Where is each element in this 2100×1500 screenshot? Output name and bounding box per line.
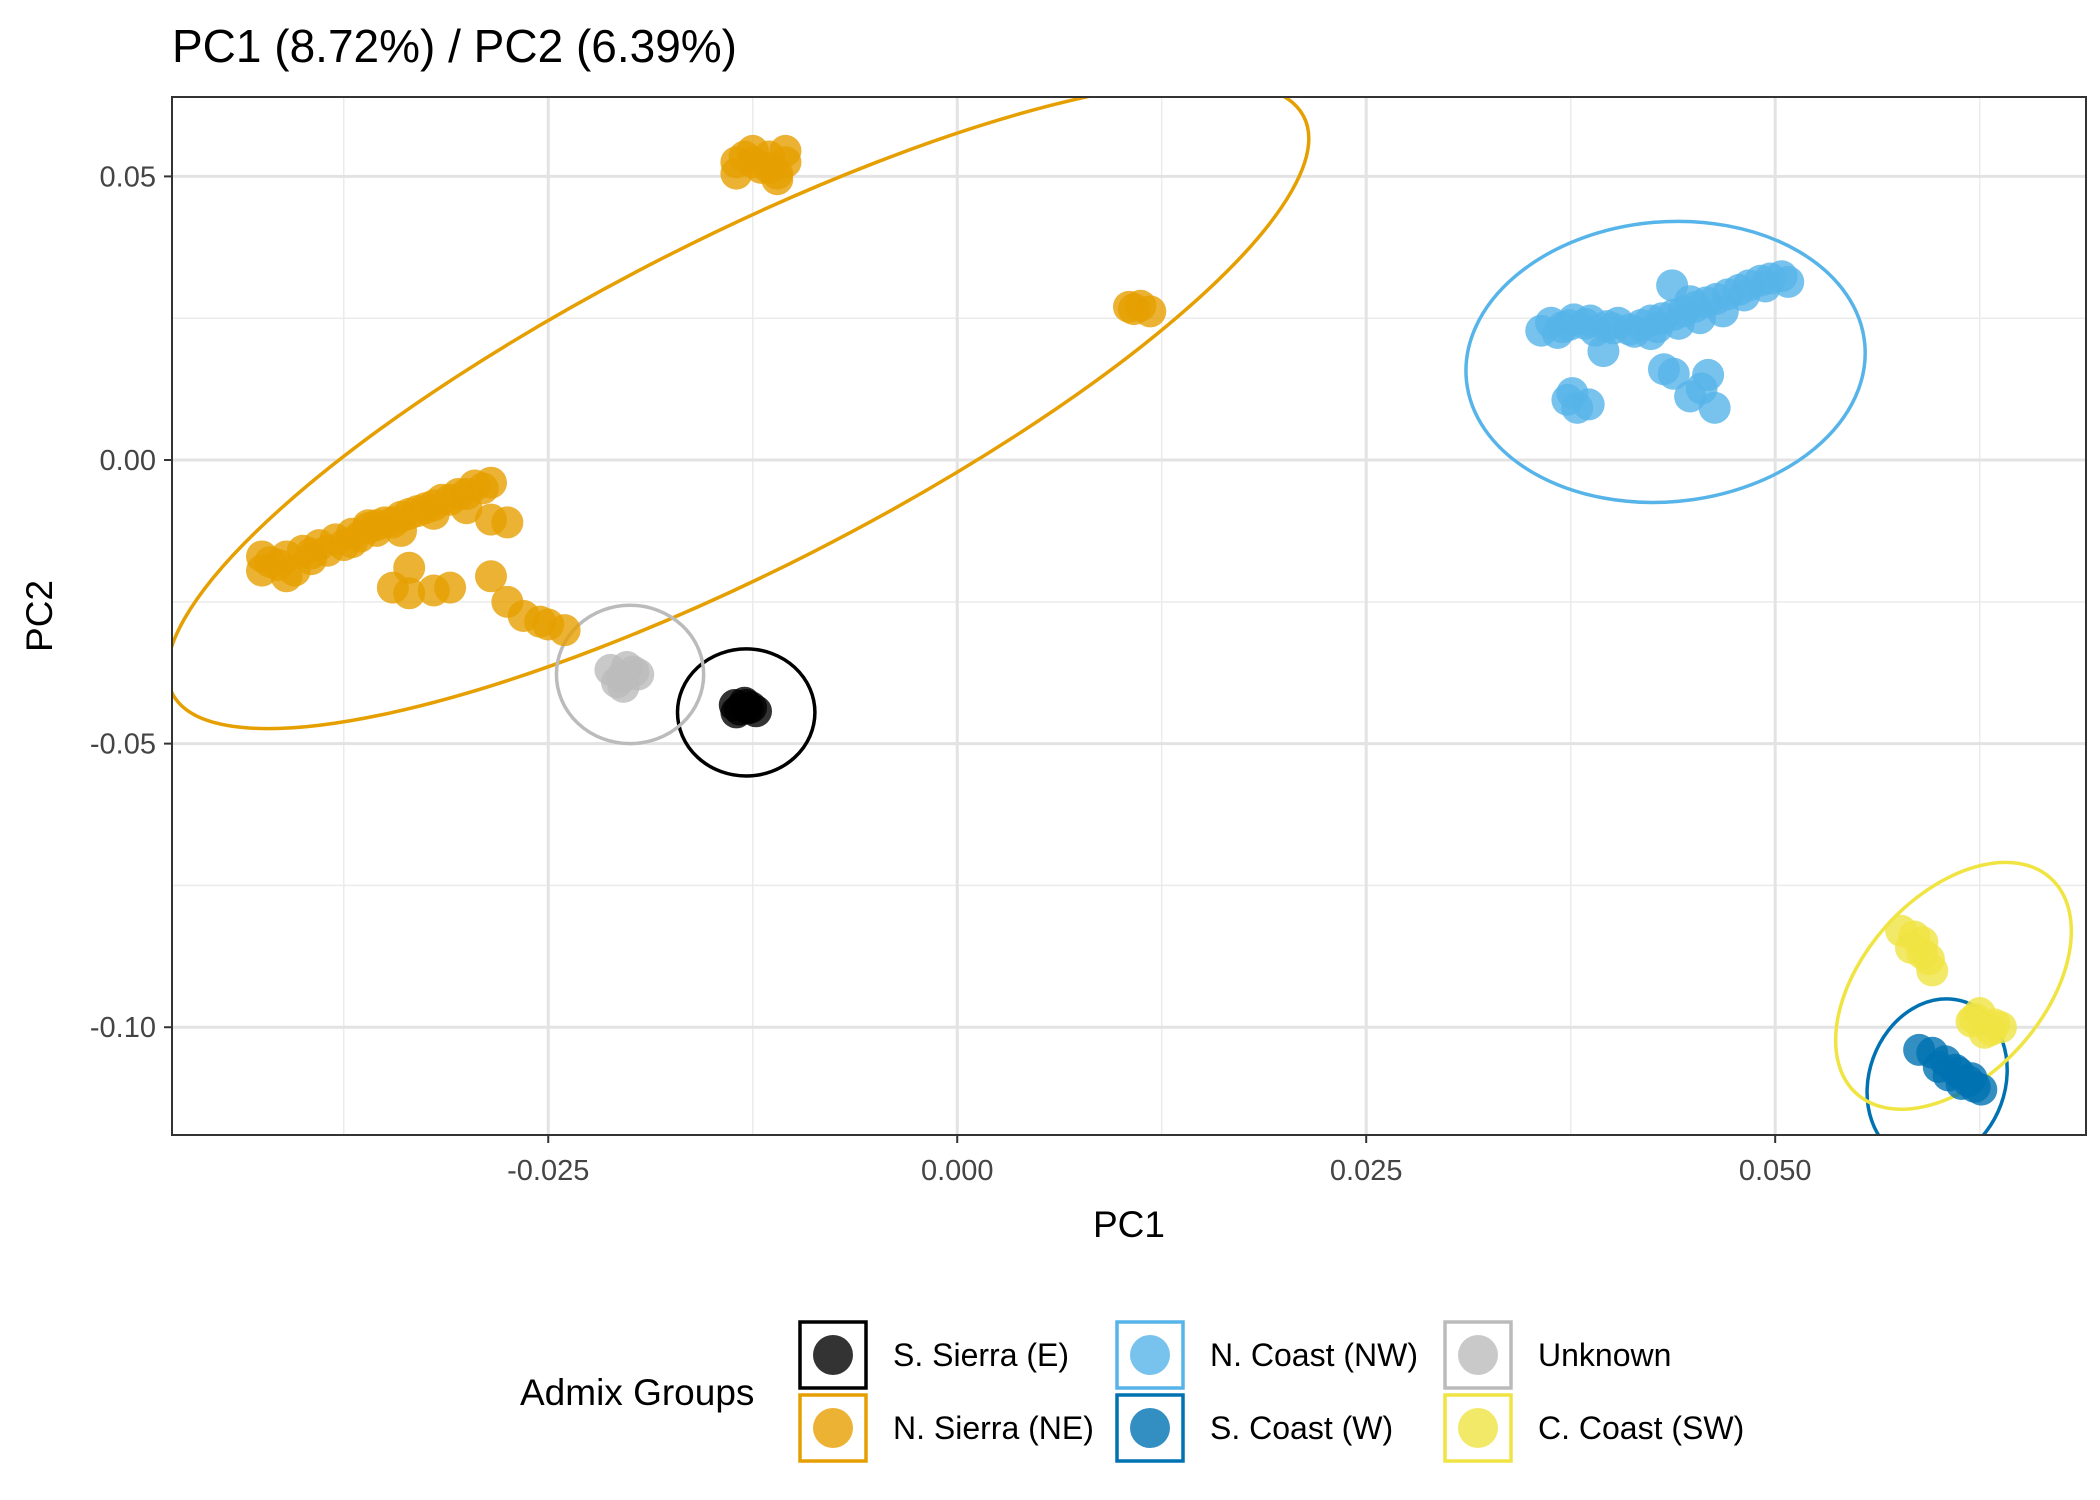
legend-key-point: [813, 1408, 853, 1448]
data-point: [524, 605, 557, 638]
legend-key-point: [1458, 1335, 1498, 1375]
legend-key-point: [813, 1335, 853, 1375]
data-point: [1939, 1053, 1972, 1086]
data-point: [475, 560, 507, 593]
plot-panel-border: [171, 96, 2087, 1136]
y-tick-label: 0.00: [100, 445, 156, 477]
data-point: [1674, 285, 1707, 318]
data-points: [245, 134, 2017, 1106]
y-axis-ticks: -0.10 -0.05 0.00 0.05: [90, 161, 172, 1044]
confidence-ellipse: [554, 603, 706, 746]
data-point: [393, 551, 426, 584]
legend-label: S. Coast (W): [1210, 1410, 1393, 1446]
data-point: [434, 571, 467, 604]
legend-title: Admix Groups: [520, 1372, 754, 1413]
data-point: [1955, 1005, 1988, 1038]
data-point: [1965, 1073, 1998, 1106]
x-tick-label: -0.025: [507, 1155, 589, 1187]
data-point: [1634, 318, 1667, 351]
legend-key-box: [1443, 1320, 1513, 1390]
legend-key-point: [1130, 1335, 1170, 1375]
data-point: [1587, 335, 1620, 368]
data-point: [1685, 372, 1718, 405]
data-point: [1898, 920, 1931, 953]
legend-item: N. Sierra (NE): [798, 1393, 1094, 1463]
data-point: [245, 540, 278, 573]
x-tick-label: 0.025: [1330, 1155, 1403, 1187]
legend-item: S. Coast (W): [1115, 1393, 1393, 1463]
data-point: [491, 506, 524, 539]
data-point: [385, 514, 418, 547]
data-point: [1117, 293, 1150, 326]
data-point: [450, 492, 483, 525]
legend: Admix Groups S. Sierra (E) N. Sierra (NE)…: [520, 1320, 1744, 1463]
data-point: [1556, 377, 1589, 410]
legend-item: Unknown: [1443, 1320, 1671, 1390]
legend-label: Unknown: [1538, 1337, 1671, 1373]
legend-items: S. Sierra (E) N. Sierra (NE) N. Coast (NW)…: [798, 1320, 1744, 1463]
x-tick-label: 0.000: [921, 1155, 994, 1187]
x-tick-label: 0.050: [1739, 1155, 1812, 1187]
data-point: [1657, 357, 1690, 390]
legend-item: C. Coast (SW): [1443, 1393, 1744, 1463]
y-tick-label: -0.10: [90, 1012, 156, 1044]
y-tick-label: 0.05: [100, 161, 156, 193]
legend-label: C. Coast (SW): [1538, 1410, 1744, 1446]
legend-key-point: [1458, 1408, 1498, 1448]
y-tick-label: -0.05: [90, 729, 156, 761]
data-point: [730, 689, 763, 722]
data-point: [769, 146, 802, 179]
data-point: [295, 537, 328, 570]
legend-key-point: [1130, 1408, 1170, 1448]
data-point: [270, 560, 303, 593]
x-axis-ticks: -0.025 0.000 0.025 0.050: [507, 1135, 1811, 1187]
data-point: [1984, 1011, 2017, 1044]
minor-gridlines: [172, 97, 2086, 1135]
legend-label: N. Coast (NW): [1210, 1337, 1418, 1373]
legend-label: S. Sierra (E): [893, 1337, 1069, 1373]
confidence-ellipse: [1865, 997, 2009, 1135]
data-point: [607, 670, 640, 703]
legend-label: N. Sierra (NE): [893, 1410, 1094, 1446]
data-point: [393, 577, 426, 610]
y-axis-title: PC2: [19, 580, 60, 652]
confidence-ellipse: [1464, 219, 1867, 505]
legend-item: N. Coast (NW): [1115, 1320, 1418, 1390]
data-point: [417, 497, 450, 530]
confidence-ellipse: [675, 647, 817, 778]
chart-title: PC1 (8.72%) / PC2 (6.39%): [172, 20, 737, 72]
data-point: [360, 509, 393, 542]
legend-item: S. Sierra (E): [798, 1320, 1069, 1390]
x-axis-title: PC1: [1093, 1204, 1165, 1245]
data-point: [548, 614, 581, 647]
data-point: [1749, 270, 1782, 303]
confidence-ellipse: [1833, 860, 2074, 1112]
